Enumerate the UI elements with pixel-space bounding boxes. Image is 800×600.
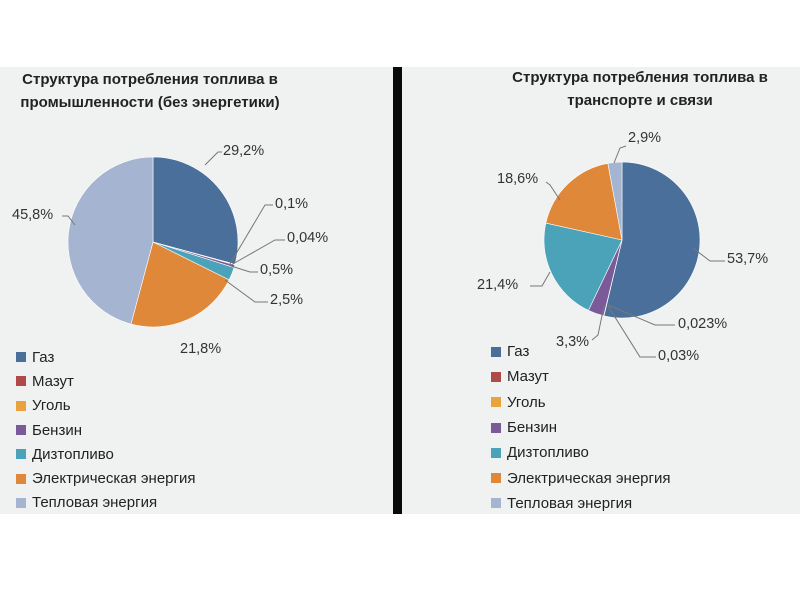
legend-item: Уголь xyxy=(491,390,670,415)
data-label: 0,023% xyxy=(678,316,728,332)
legend-label: Электрическая энергия xyxy=(507,469,671,487)
legend-item: Бензин xyxy=(491,415,670,440)
legend-swatch xyxy=(491,371,501,382)
legend-item: Тепловая энергия xyxy=(16,491,195,515)
data-label: 53,7% xyxy=(727,251,769,267)
title-line: Структура потребления топлива в xyxy=(22,71,278,88)
leader-line xyxy=(591,305,605,341)
data-label: 0,04% xyxy=(287,230,329,246)
chart-title-left: Структура потребления топлива в промышле… xyxy=(0,68,300,114)
legend-item: Мазут xyxy=(491,364,670,389)
legend-item: Мазут xyxy=(16,369,195,393)
leader-line xyxy=(229,204,273,265)
legend-item: Газ xyxy=(16,345,195,369)
legend-label: Дизтопливо xyxy=(32,445,114,463)
leader-line xyxy=(230,239,285,266)
pie-left xyxy=(67,156,239,328)
legend-label: Уголь xyxy=(32,397,71,415)
data-label: 0,5% xyxy=(260,262,294,278)
leader-line xyxy=(530,271,551,287)
legend-label: Тепловая энергия xyxy=(32,494,158,512)
legend-swatch xyxy=(16,425,26,436)
legend-left: Газ Мазут Уголь Бензин Дизтопливо Электрическ… xyxy=(16,345,195,515)
leader-line xyxy=(607,305,656,358)
legend-label: Бензин xyxy=(32,421,83,439)
legend-swatch xyxy=(16,497,26,508)
legend-item: Газ xyxy=(491,339,670,364)
legend-label: Дизтопливо xyxy=(507,444,589,462)
data-label: 2,5% xyxy=(270,292,304,308)
pie-slice-6 xyxy=(545,162,623,241)
legend-label: Электрическая энергия xyxy=(32,470,196,488)
pie-slice-7 xyxy=(607,161,623,241)
data-label: 21,8% xyxy=(180,341,222,357)
title-line: транспорте и связи xyxy=(567,92,713,109)
legend-swatch xyxy=(491,422,501,433)
data-label: 45,8% xyxy=(12,207,54,223)
legend-label: Тепловая энергия xyxy=(507,494,633,512)
leader-line xyxy=(230,265,258,273)
legend-swatch xyxy=(16,449,26,460)
legend-swatch xyxy=(16,352,26,363)
pie-slice-5 xyxy=(543,222,623,311)
legend-swatch xyxy=(491,447,501,458)
leader-line xyxy=(545,181,561,201)
legend-label: Мазут xyxy=(32,372,74,390)
legend-item: Электрическая энергия xyxy=(16,466,195,490)
pie-slice-7 xyxy=(67,156,154,325)
leader-line xyxy=(62,215,76,226)
legend-item: Дизтопливо xyxy=(16,442,195,466)
legend-swatch xyxy=(491,397,501,408)
legend-swatch xyxy=(491,473,501,484)
legend-swatch xyxy=(491,346,501,357)
data-label: 18,6% xyxy=(497,171,539,187)
leader-line xyxy=(204,151,222,166)
data-label: 29,2% xyxy=(223,143,265,159)
legend-label: Газ xyxy=(507,343,530,361)
leader-line xyxy=(224,279,268,303)
title-line: промышленности (без энергетики) xyxy=(20,94,280,111)
pie-slice-6 xyxy=(130,241,230,328)
divider xyxy=(393,67,402,514)
legend-label: Уголь xyxy=(507,393,546,411)
legend-item: Электрическая энергия xyxy=(491,465,670,490)
legend-item: Дизтопливо xyxy=(491,440,670,465)
legend-swatch xyxy=(16,376,26,387)
legend-label: Бензин xyxy=(507,419,558,437)
legend-label: Газ xyxy=(32,348,55,366)
data-label: 2,9% xyxy=(628,130,662,146)
leader-line xyxy=(613,145,627,164)
leader-line xyxy=(607,304,675,326)
legend-right: Газ Мазут Уголь Бензин Дизтопливо Электрическ… xyxy=(491,339,670,516)
data-label: 0,03% xyxy=(658,348,700,364)
data-label: 21,4% xyxy=(477,277,519,293)
legend-swatch xyxy=(16,400,26,411)
leader-line xyxy=(692,247,725,262)
chart-title-right: Структура потребления топлива в транспор… xyxy=(480,66,800,112)
legend-item: Уголь xyxy=(16,394,195,418)
pie-slice-1 xyxy=(152,156,239,265)
title-line: Структура потребления топлива в xyxy=(512,69,768,86)
pie-right xyxy=(543,161,701,319)
legend-item: Тепловая энергия xyxy=(491,491,670,516)
pie-slice-1 xyxy=(603,161,701,319)
legend-label: Мазут xyxy=(507,368,549,386)
data-label: 3,3% xyxy=(556,334,590,350)
legend-swatch xyxy=(491,498,501,509)
leader-lines xyxy=(62,145,725,358)
legend-item: Бензин xyxy=(16,418,195,442)
data-label: 0,1% xyxy=(275,196,309,212)
legend-swatch xyxy=(16,473,26,484)
